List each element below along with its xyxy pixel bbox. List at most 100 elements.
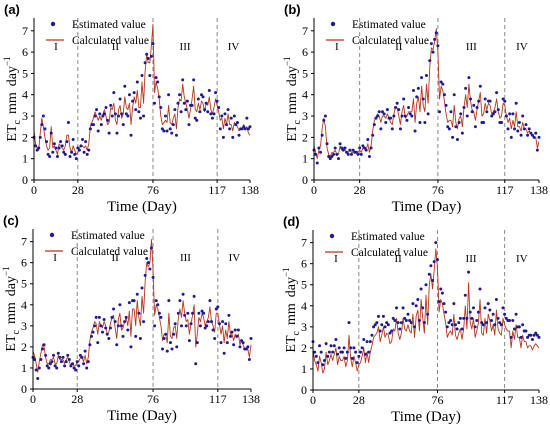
estimated-value-point: [76, 146, 80, 150]
estimated-value-point: [121, 123, 125, 127]
estimated-value-point: [189, 322, 193, 326]
estimated-value-point: [121, 334, 125, 338]
x-tick-label: 76: [432, 183, 444, 197]
estimated-value-point: [446, 125, 450, 129]
x-tick-label: 138: [241, 183, 259, 197]
estimated-value-point: [48, 155, 52, 159]
estimated-value-point: [234, 123, 238, 127]
estimated-value-point: [85, 152, 89, 156]
estimated-value-point: [421, 97, 425, 101]
estimated-value-point: [378, 329, 382, 333]
estimated-value-point: [483, 97, 487, 101]
estimated-value-point: [485, 110, 489, 114]
estimated-value-point: [126, 114, 130, 118]
estimated-value-point: [245, 116, 249, 120]
estimated-value-point: [444, 103, 448, 107]
legend-estimated-label: Estimated value: [352, 19, 426, 31]
estimated-value-point: [372, 123, 376, 127]
estimated-value-point: [471, 306, 475, 310]
estimated-value-point: [377, 110, 381, 114]
x-tick-label: 76: [147, 392, 159, 406]
estimated-value-point: [52, 353, 56, 357]
estimated-value-point: [223, 112, 227, 116]
estimated-value-point: [82, 150, 86, 154]
phase-label: II: [112, 41, 120, 53]
phase-label: IV: [228, 41, 240, 53]
estimated-value-point: [382, 112, 386, 116]
estimated-value-point: [504, 114, 508, 118]
estimated-value-point: [232, 114, 236, 118]
estimated-value-point: [54, 146, 58, 150]
estimated-value-point: [167, 299, 171, 303]
estimated-value-point: [431, 279, 435, 283]
estimated-value-point: [527, 127, 531, 131]
estimated-value-point: [352, 346, 356, 350]
estimated-value-point: [519, 335, 523, 339]
y-tick-label: 3: [22, 109, 28, 123]
estimated-value-point: [110, 315, 114, 319]
estimated-value-point: [380, 110, 384, 114]
y-tick-label: 4: [302, 88, 308, 102]
estimated-value-point: [104, 326, 108, 330]
estimated-value-point: [363, 146, 367, 150]
estimated-value-point: [529, 333, 533, 337]
estimated-value-point: [363, 352, 367, 356]
estimated-value-point: [432, 260, 436, 264]
estimated-value-point: [219, 341, 223, 345]
y-tick-label: 0: [22, 173, 28, 187]
estimated-value-point: [209, 112, 213, 116]
estimated-value-point: [393, 319, 397, 323]
estimated-value-point: [370, 333, 374, 337]
estimated-value-point: [33, 358, 37, 362]
estimated-value-point: [146, 57, 150, 60]
estimated-value-point: [242, 125, 246, 129]
estimated-value-point: [524, 123, 528, 127]
estimated-value-point: [66, 120, 70, 124]
estimated-value-point: [206, 110, 210, 114]
estimated-value-point: [439, 287, 443, 291]
estimated-value-point: [104, 106, 108, 110]
estimated-value-point: [135, 80, 139, 84]
x-axis-label: Time (Day): [107, 408, 177, 424]
estimated-value-point: [488, 99, 492, 103]
estimated-value-point: [213, 336, 217, 340]
estimated-value-point: [146, 261, 150, 265]
estimated-value-point: [203, 108, 207, 112]
estimated-value-point: [80, 355, 84, 359]
x-axis-label: Time (Day): [107, 199, 177, 215]
estimated-value-point: [34, 368, 38, 372]
phase-label: I: [54, 41, 58, 53]
estimated-value-point: [434, 31, 438, 35]
estimated-value-point: [532, 135, 536, 139]
estimated-value-point: [323, 114, 327, 118]
estimated-value-point: [79, 144, 83, 148]
estimated-value-point: [453, 323, 457, 327]
estimated-value-point: [434, 241, 438, 245]
estimated-value-point: [115, 131, 119, 135]
estimated-value-point: [45, 140, 49, 144]
estimated-value-point: [44, 353, 48, 357]
estimated-value-point: [333, 146, 337, 150]
estimated-value-point: [82, 362, 86, 366]
estimated-value-point: [318, 344, 322, 348]
estimated-value-point: [360, 346, 364, 350]
estimated-value-point: [142, 320, 146, 324]
y-axis-label-sup: −1: [281, 267, 291, 277]
estimated-value-point: [390, 127, 394, 131]
y-tick-label: 0: [301, 383, 307, 397]
estimated-value-point: [143, 61, 147, 65]
y-axis-label-sup: −1: [2, 56, 12, 66]
estimated-value-point: [161, 347, 165, 351]
estimated-value-point: [75, 360, 79, 364]
estimated-value-point: [237, 133, 241, 137]
estimated-value-point: [235, 120, 239, 124]
y-axis-label-units: mm: [4, 302, 19, 324]
estimated-value-point: [332, 344, 336, 348]
y-axis-label-units: mm: [285, 92, 300, 114]
estimated-value-point: [457, 321, 461, 325]
estimated-value-point: [328, 157, 332, 161]
estimated-value-point: [483, 306, 487, 310]
estimated-value-point: [196, 97, 200, 101]
estimated-value-point: [478, 287, 482, 291]
y-axis-label: ETc mm day−1: [2, 56, 23, 141]
